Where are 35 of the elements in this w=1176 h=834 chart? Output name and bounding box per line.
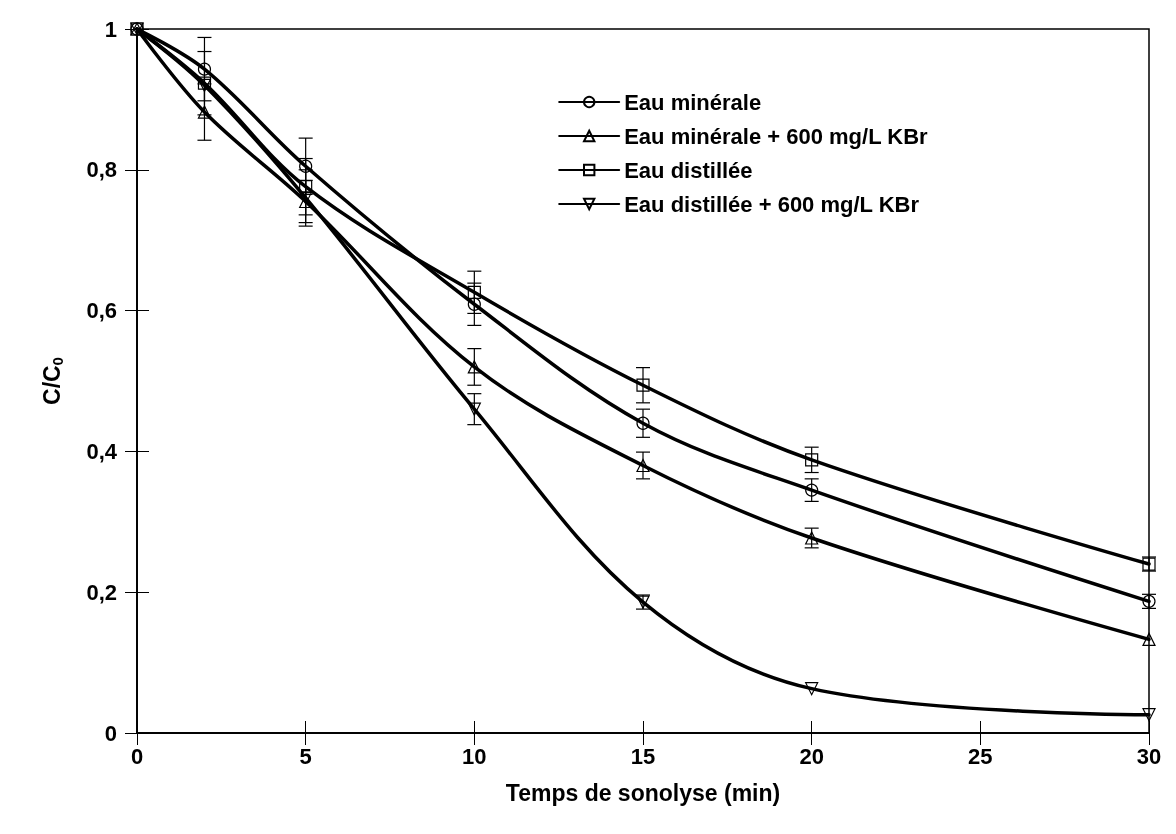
point: [467, 402, 481, 416]
point: [467, 297, 481, 311]
legend-label: Eau distillée: [624, 157, 753, 183]
point: [1142, 708, 1156, 722]
legend-label: Eau distillée + 600 mg/L KBr: [624, 191, 920, 217]
y-tick-label: 0,4: [86, 438, 118, 464]
point: [197, 62, 212, 76]
point: [299, 180, 313, 194]
point: [636, 458, 650, 473]
y-tick-label: 1: [104, 16, 117, 42]
point: [805, 483, 819, 497]
legend-label: Eau minérale: [624, 89, 762, 115]
y-tick-label: 0,6: [86, 298, 117, 324]
y-tick-label: 0,8: [86, 157, 117, 183]
x-tick-label: 20: [799, 743, 824, 769]
point: [467, 360, 481, 374]
point: [299, 159, 313, 173]
x-tick-label: 30: [1136, 743, 1162, 769]
point: [636, 378, 650, 392]
x-tick-label: 10: [462, 743, 487, 769]
point: [805, 453, 819, 467]
x-tick-label: 15: [630, 743, 656, 769]
x-tick-label: 0: [130, 743, 144, 769]
y-tick-label: 0: [104, 720, 117, 746]
point: [805, 682, 819, 696]
point: [636, 416, 650, 430]
point: [1142, 632, 1156, 646]
point: [467, 285, 481, 299]
x-axis-title: Temps de sonolyse (min): [505, 779, 781, 806]
point: [805, 531, 819, 545]
y-tick-label: 0,2: [86, 579, 117, 605]
x-tick-label: 5: [299, 743, 312, 769]
y-axis-title: C/C0: [38, 357, 66, 405]
x-tick-label: 25: [968, 743, 993, 769]
legend-label: Eau minérale + 600 mg/L KBr: [624, 123, 929, 149]
